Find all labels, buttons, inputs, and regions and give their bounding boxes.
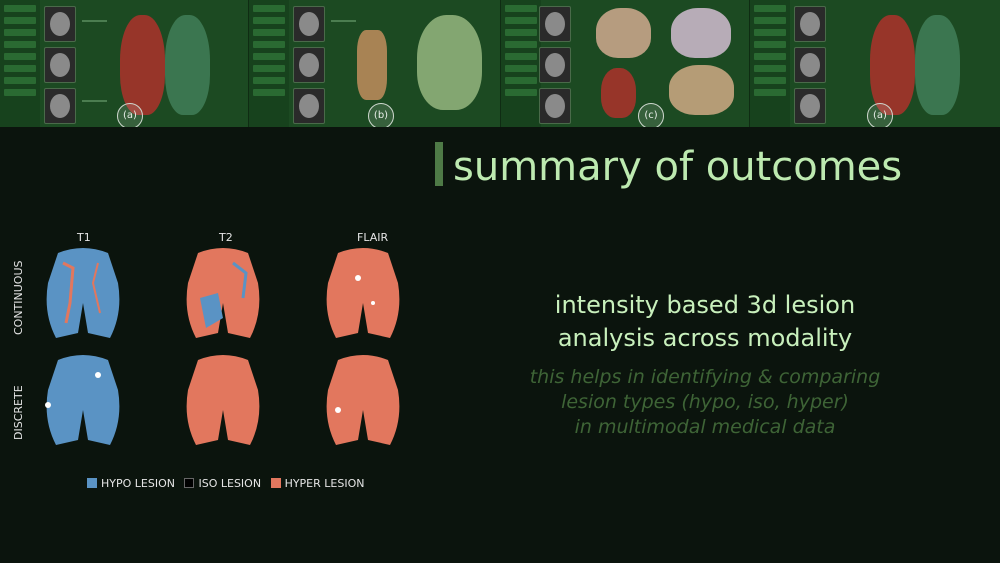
- lesion-render-t1-continuous: [46, 248, 120, 338]
- mri-thumbnail: [539, 6, 571, 42]
- legend-item: HYPO LESION: [87, 477, 175, 490]
- brain-surface-render: [417, 15, 482, 110]
- legend: HYPO LESION ISO LESION HYPER LESION: [87, 477, 387, 493]
- lesion-render-t2-continuous: [186, 248, 260, 338]
- sidebar: [501, 0, 541, 127]
- mri-thumbnail: [293, 6, 325, 42]
- brain-slice-render: [671, 8, 731, 58]
- brain-side-render: [669, 65, 734, 115]
- headline: intensity based 3d lesion analysis acros…: [540, 289, 870, 355]
- vessel-render: [357, 30, 387, 100]
- app-screenshot-panel: (a): [750, 0, 1000, 127]
- title-accent-bar: [435, 142, 443, 186]
- legend-item: HYPER LESION: [270, 477, 365, 490]
- brain-render-right: [165, 15, 210, 115]
- headline-line: analysis across modality: [557, 324, 853, 352]
- legend-item: ISO LESION: [184, 477, 261, 490]
- subtext: this helps in identifying & comparing le…: [520, 365, 890, 440]
- subtext-line: lesion types (hypo, iso, hyper): [561, 391, 849, 413]
- sidebar: [249, 0, 289, 127]
- panel-label: (c): [638, 103, 664, 127]
- legend-label: ISO LESION: [198, 477, 262, 490]
- mri-thumbnail: [794, 47, 826, 83]
- panel-label: (a): [867, 103, 893, 127]
- mri-thumbnail: [44, 47, 76, 83]
- legend-swatch: [87, 478, 97, 488]
- lesion-render-t2-discrete: [186, 355, 260, 445]
- mri-thumbnail: [539, 47, 571, 83]
- sidebar: [750, 0, 790, 127]
- lesion-render-t1-discrete: [45, 355, 120, 445]
- app-screenshot-panel: (b): [249, 0, 501, 127]
- panel-label: (a): [117, 103, 143, 127]
- headline-line: intensity based 3d lesion: [554, 291, 856, 319]
- app-screenshot-panel: (c): [501, 0, 750, 127]
- sidebar: [0, 0, 40, 127]
- column-title: FLAIR: [357, 231, 389, 244]
- mri-thumbnail: [794, 88, 826, 124]
- brain-slice-render: [596, 8, 651, 58]
- brain-render-left: [120, 15, 165, 115]
- mri-thumbnail: [794, 6, 826, 42]
- lesion-render-flair-continuous: [326, 248, 400, 338]
- lesion-render: [601, 68, 636, 118]
- brain-render-left: [870, 15, 915, 115]
- mri-thumbnail: [44, 6, 76, 42]
- lesion-render-flair-discrete: [326, 355, 400, 445]
- brain-render-right: [915, 15, 960, 115]
- subtext-line: in multimodal medical data: [574, 416, 836, 438]
- row-title: DISCRETE: [12, 385, 25, 440]
- legend-swatch: [270, 478, 281, 488]
- mri-thumbnail: [293, 47, 325, 83]
- legend-label: HYPER LESION: [284, 477, 365, 490]
- page-title: summary of outcomes: [453, 144, 903, 190]
- mri-thumbnail: [293, 88, 325, 124]
- column-title: T1: [77, 231, 91, 244]
- screenshot-strip: (a) (b) (c) (a): [0, 0, 1000, 127]
- legend-label: HYPO LESION: [101, 477, 175, 490]
- panel-label: (b): [368, 103, 394, 127]
- lesion-figure: T1 T2 FLAIR CONTINUOUS DISCRETE: [0, 225, 450, 500]
- app-screenshot-panel: (a): [0, 0, 249, 127]
- row-title: CONTINUOUS: [12, 260, 25, 335]
- mri-thumbnail: [44, 88, 76, 124]
- column-title: T2: [219, 231, 233, 244]
- subtext-line: this helps in identifying & comparing: [529, 366, 881, 388]
- legend-swatch: [184, 478, 195, 488]
- mri-thumbnail: [539, 88, 571, 124]
